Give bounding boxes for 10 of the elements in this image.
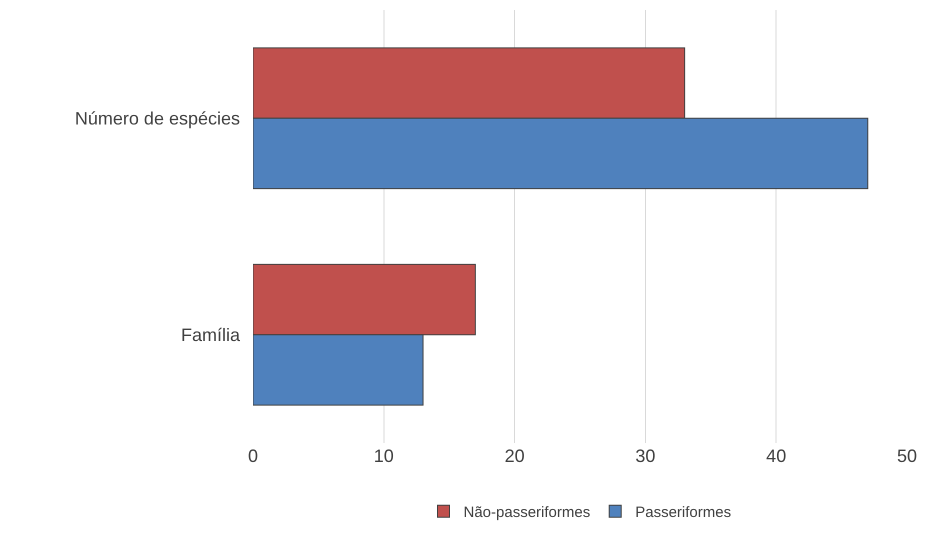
legend-label: Passeriformes: [635, 504, 732, 522]
x-tick-label: 10: [374, 446, 394, 466]
y-tick-label: Família: [180, 325, 241, 346]
x-tick-label: 40: [766, 446, 786, 466]
x-tick-label: 50: [896, 446, 918, 466]
x-tick-label: 0: [248, 446, 258, 466]
legend-label: Não-passeriformes: [464, 504, 590, 522]
y-tick-label: Número de espécies: [74, 108, 240, 129]
x-tick-label: 30: [635, 446, 656, 466]
x-tick-label: 20: [504, 446, 525, 466]
